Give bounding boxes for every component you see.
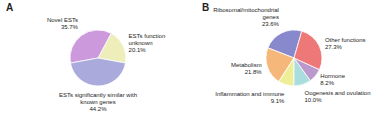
slice-label: genes <box>263 14 279 20</box>
data-label: 35.7% <box>61 24 79 30</box>
slice-label-group: Hormone8.2% <box>320 73 345 86</box>
pie-slice <box>70 58 125 86</box>
data-label: 8.2% <box>320 80 334 86</box>
labels: Ribosomal/mitochondrialgenes23.6% Metabol… <box>213 7 370 104</box>
pie-chart: A ESTs functionunknown20.1% Novel ESTs35.7… <box>6 2 165 112</box>
slice-label-group: Inflammation and immune9.1% <box>215 91 285 104</box>
slices <box>70 30 126 86</box>
pie-slice <box>70 30 111 63</box>
slice-label: Hormone <box>320 73 345 79</box>
chart-container: A ESTs functionunknown20.1% Novel ESTs35.7… <box>0 0 388 130</box>
slice-label: Oogenesis and ovulation <box>305 90 371 96</box>
slice-label-group: Ribosomal/mitochondrialgenes23.6% <box>213 7 279 27</box>
slice-label: Novel ESTs <box>47 17 78 23</box>
slice-label: known genes <box>80 99 115 105</box>
pie-slice <box>294 31 322 69</box>
chart-title: B <box>202 2 209 13</box>
data-label: 21.8% <box>245 69 263 75</box>
labels: ESTs functionunknown20.1% Novel ESTs35.7%… <box>47 17 165 112</box>
slice-label: unknown <box>129 40 153 46</box>
slice-label-group: Oogenesis and ovulation10.0% <box>305 90 371 103</box>
data-label: 27.3% <box>325 44 343 50</box>
slice-label-group: Novel ESTs35.7% <box>47 17 79 30</box>
data-label: 10.0% <box>305 97 323 103</box>
slice-label-group: ESTs significantly similar withknown gen… <box>59 92 137 112</box>
pie-chart: B Ribosomal/mitochondrialgenes23.6% Metabo… <box>202 2 371 104</box>
slice-label: Other functions <box>325 37 366 43</box>
data-label: 23.6% <box>262 21 280 27</box>
slice-label: ESTs significantly similar with <box>59 92 137 98</box>
data-label: 44.2% <box>90 106 108 112</box>
slice-label: Metabolism <box>231 62 262 68</box>
figure: A ESTs functionunknown20.1% Novel ESTs35.7… <box>0 0 388 130</box>
slice-label: ESTs function <box>129 33 166 39</box>
slice-label-group: ESTs functionunknown20.1% <box>129 33 166 53</box>
slices <box>266 30 322 86</box>
slice-label-group: Other functions27.3% <box>325 37 366 50</box>
pie-slice <box>279 58 294 86</box>
data-label: 20.1% <box>129 47 147 53</box>
chart-title: A <box>6 2 13 13</box>
data-label: 9.1% <box>271 98 285 104</box>
slice-label: Ribosomal/mitochondrial <box>213 7 279 13</box>
slice-label-group: Metabolism21.8% <box>231 62 262 75</box>
slice-label: Inflammation and immune <box>215 91 285 97</box>
